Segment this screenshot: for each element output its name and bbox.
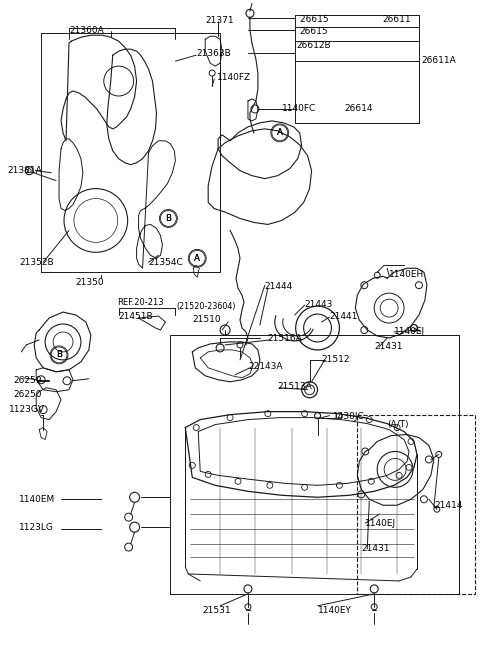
Text: REF.20-213: REF.20-213 <box>117 298 163 307</box>
Text: 21531: 21531 <box>202 606 231 615</box>
Text: 21414: 21414 <box>434 501 462 510</box>
Text: 21363B: 21363B <box>196 49 231 58</box>
Text: 1430JC: 1430JC <box>333 411 364 421</box>
Text: 21371: 21371 <box>205 16 234 26</box>
Text: 26250: 26250 <box>13 390 42 399</box>
Text: 21350: 21350 <box>75 278 104 287</box>
Text: 21431: 21431 <box>361 544 390 553</box>
Text: 1123GV: 1123GV <box>9 405 45 414</box>
Text: 21443: 21443 <box>305 300 333 309</box>
Text: 22143A: 22143A <box>248 362 282 371</box>
Text: B: B <box>166 214 171 223</box>
Text: 21512: 21512 <box>322 355 350 364</box>
Text: 21431: 21431 <box>374 342 403 351</box>
Text: 21451B: 21451B <box>119 312 153 321</box>
Text: 26259: 26259 <box>13 376 42 384</box>
Text: B: B <box>56 350 62 360</box>
Text: 26614: 26614 <box>344 104 373 113</box>
Text: 1140FZ: 1140FZ <box>217 73 251 82</box>
Text: 21441: 21441 <box>329 312 358 321</box>
Text: 26611A: 26611A <box>421 56 456 65</box>
Text: A: A <box>194 253 200 263</box>
Bar <box>357 415 475 594</box>
Text: 1140EM: 1140EM <box>19 495 56 504</box>
Text: 1140EJ: 1140EJ <box>394 327 425 336</box>
Text: 21354C: 21354C <box>148 258 183 267</box>
Text: A: A <box>194 253 200 263</box>
Text: (21520-23604): (21520-23604) <box>176 302 236 311</box>
Text: 26615: 26615 <box>300 15 331 24</box>
Text: 26615: 26615 <box>300 28 328 36</box>
Text: 21352B: 21352B <box>19 258 54 267</box>
Text: A: A <box>277 128 283 138</box>
Text: 21381A: 21381A <box>7 166 42 175</box>
Text: B: B <box>165 214 171 223</box>
Text: 1140EH: 1140EH <box>389 271 424 279</box>
Text: 21360A: 21360A <box>69 26 104 35</box>
Text: 21516A: 21516A <box>268 334 302 343</box>
Text: 26611: 26611 <box>382 15 411 24</box>
Text: (A/T): (A/T) <box>387 420 408 428</box>
Text: B: B <box>56 350 62 360</box>
Text: 1123LG: 1123LG <box>19 523 54 532</box>
Text: 1140EJ: 1140EJ <box>365 519 396 528</box>
Text: 21510: 21510 <box>192 315 221 324</box>
Text: 21444: 21444 <box>264 282 292 291</box>
Text: A: A <box>276 128 283 138</box>
Text: 1140FC: 1140FC <box>282 104 316 113</box>
Text: 26612B: 26612B <box>297 41 331 50</box>
Text: 21513A: 21513A <box>278 382 312 391</box>
Text: 1140EY: 1140EY <box>318 606 351 615</box>
